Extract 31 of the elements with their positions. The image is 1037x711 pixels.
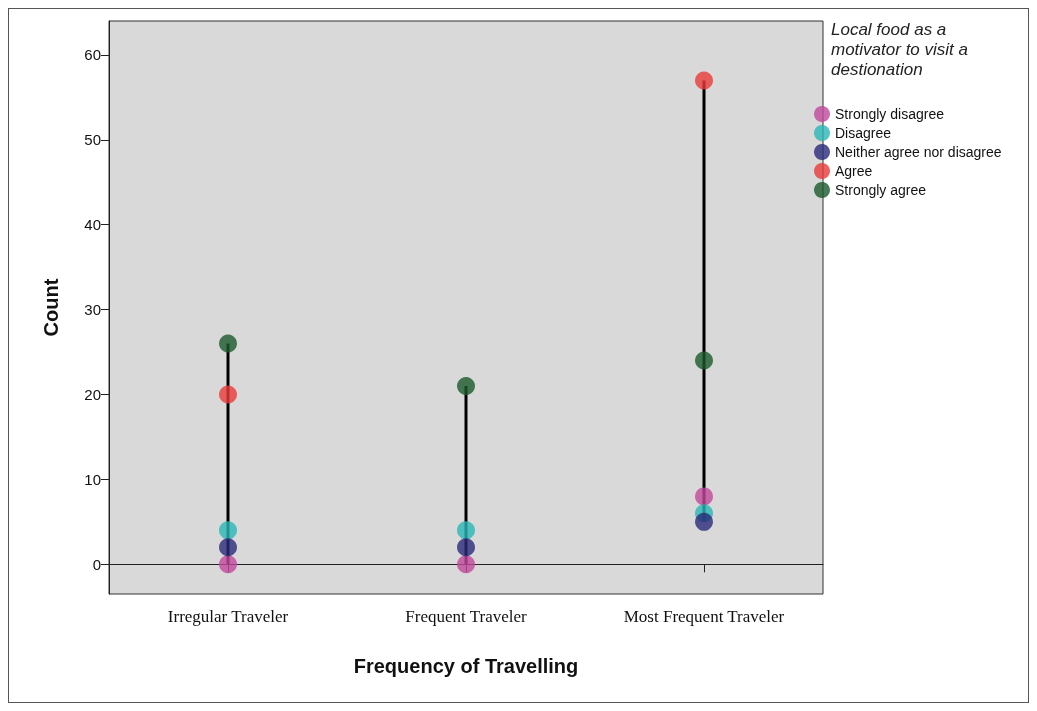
legend-label: Neither agree nor disagree bbox=[835, 144, 1002, 160]
point bbox=[219, 385, 237, 404]
point bbox=[695, 487, 713, 506]
y-tick-label: 50 bbox=[84, 131, 101, 149]
point bbox=[219, 555, 237, 574]
point bbox=[695, 512, 713, 531]
legend-title: Local food as a motivator to visit a destionation bbox=[831, 19, 973, 79]
point bbox=[219, 538, 237, 557]
point bbox=[695, 71, 713, 90]
y-tick-label: 60 bbox=[84, 46, 101, 64]
point bbox=[457, 521, 475, 540]
y-tick-label: 0 bbox=[92, 555, 101, 573]
y-axis-title: Count bbox=[40, 278, 62, 337]
legend-label: Strongly disagree bbox=[835, 106, 945, 122]
y-tick-label: 40 bbox=[84, 216, 101, 234]
point bbox=[457, 555, 475, 574]
legend-label: Agree bbox=[835, 163, 873, 179]
y-tick-label: 30 bbox=[84, 301, 101, 319]
x-tick-label: Most Frequent Traveler bbox=[623, 607, 785, 626]
point bbox=[457, 377, 475, 396]
legend-label: Strongly agree bbox=[835, 182, 927, 198]
legend-label: Disagree bbox=[835, 125, 892, 141]
x-tick-label: Irregular Traveler bbox=[167, 607, 289, 626]
point bbox=[695, 351, 713, 370]
point bbox=[219, 521, 237, 540]
point bbox=[457, 538, 475, 557]
y-tick-label: 20 bbox=[84, 386, 101, 404]
y-tick-label: 10 bbox=[84, 470, 101, 488]
point bbox=[219, 334, 237, 353]
x-axis-title: Frequency of Travelling bbox=[353, 655, 579, 677]
x-tick-label: Frequent Traveler bbox=[405, 607, 528, 626]
